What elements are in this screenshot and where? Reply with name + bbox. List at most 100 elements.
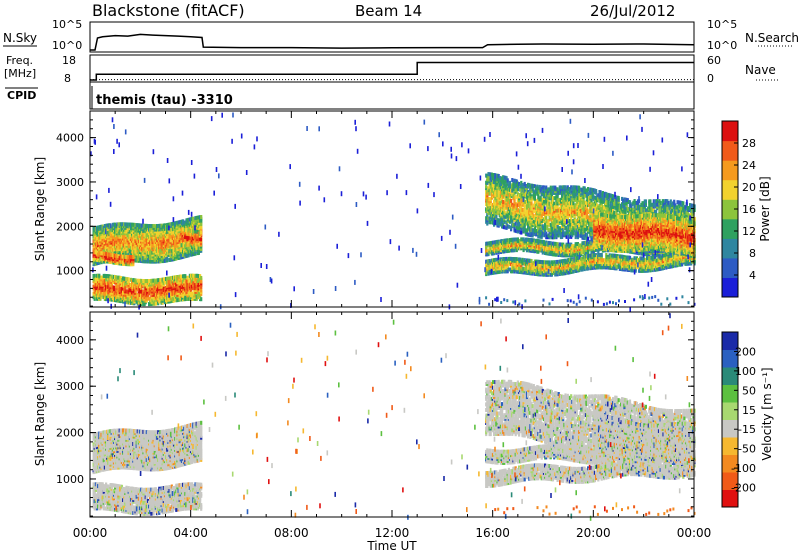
heatmap-cell: [519, 262, 522, 267]
heatmap-cell: [576, 256, 579, 260]
heatmap-cell: [145, 241, 148, 246]
heatmap-cell: [149, 252, 152, 257]
heatmap-cell: [184, 220, 187, 225]
heatmap-cell: [677, 261, 680, 266]
heatmap-cell: [506, 269, 509, 274]
heatmap-cell: [124, 222, 127, 227]
heatmap-cell: [608, 258, 611, 263]
heatmap-cell: [175, 275, 178, 280]
heatmap-cell: [527, 237, 530, 242]
heatmap-cell: [149, 296, 152, 301]
heatmap-cell: [551, 250, 555, 255]
heatmap-cell: [503, 257, 506, 261]
heatmap-cell: [124, 240, 127, 245]
heatmap-cell: [579, 243, 582, 248]
heatmap-cell: [187, 224, 190, 229]
heatmap-cell: [194, 229, 197, 234]
heatmap-cell: [520, 259, 523, 264]
heatmap-cell: [632, 261, 635, 266]
heatmap-cell: [100, 280, 103, 285]
heatmap-cell: [131, 222, 134, 227]
heatmap-cell: [545, 263, 548, 268]
heatmap-cell: [662, 251, 666, 256]
heatmap-cell: [176, 275, 179, 279]
heatmap-cell: [541, 272, 544, 277]
heatmap-cell: [513, 237, 516, 242]
heatmap-cell: [538, 239, 541, 244]
heatmap-cell: [489, 265, 492, 270]
heatmap-cell: [545, 272, 548, 277]
heatmap-cell: [570, 262, 573, 267]
heatmap-cell: [115, 275, 118, 280]
heatmap-cell: [162, 223, 165, 228]
heatmap-cell: [153, 224, 156, 229]
heatmap-cell: [587, 254, 590, 259]
heatmap-cell: [189, 226, 193, 231]
freq-label-line1: Freq.: [6, 54, 33, 67]
heatmap-cell: [184, 274, 187, 279]
heatmap-cell: [119, 293, 122, 298]
heatmap-cell: [192, 273, 195, 278]
heatmap-cell: [553, 241, 556, 246]
heatmap-cell: [541, 248, 544, 253]
heatmap-cell: [510, 267, 513, 272]
heatmap-cell: [555, 260, 558, 264]
heatmap-cell: [131, 295, 134, 300]
heatmap-cell: [154, 301, 157, 306]
heatmap-cell: [98, 246, 101, 251]
heatmap-cell: [141, 284, 144, 289]
heatmap-cell: [513, 257, 516, 262]
heatmap-cell: [102, 288, 105, 292]
heatmap-cell: [510, 256, 513, 261]
heatmap-cell: [149, 247, 152, 252]
heatmap-cell: [645, 256, 649, 261]
heatmap-cell: [570, 246, 573, 251]
heatmap-cell: [580, 250, 583, 255]
heatmap-cell: [635, 263, 638, 268]
heatmap-cell: [634, 259, 637, 264]
heatmap-cell: [184, 291, 187, 296]
heatmap-cell: [515, 257, 518, 262]
heatmap-cell: [557, 244, 560, 249]
heatmap-cell: [668, 252, 671, 257]
heatmap-cell: [159, 227, 162, 232]
heatmap-cell: [531, 238, 534, 243]
heatmap-cell: [513, 262, 516, 267]
heatmap-cell: [516, 260, 519, 265]
heatmap-cell: [664, 253, 667, 258]
heatmap-cell: [536, 238, 539, 243]
heatmap-cell: [117, 254, 120, 259]
heatmap-cell: [541, 260, 544, 265]
heatmap-cell: [131, 279, 134, 284]
heatmap-cell: [191, 216, 194, 221]
heatmap-cell: [136, 223, 139, 228]
heatmap-cell: [142, 223, 145, 228]
heatmap-cell: [114, 222, 117, 227]
heatmap-cell: [197, 282, 200, 287]
heatmap-cell: [489, 241, 492, 246]
heatmap-cell: [132, 255, 135, 260]
heatmap-cell: [124, 285, 127, 290]
heatmap-cell: [610, 262, 613, 267]
heatmap-cell: [112, 285, 116, 290]
heatmap-cell: [153, 238, 156, 243]
heatmap-cell: [590, 264, 593, 269]
heatmap-cell: [614, 262, 617, 267]
heatmap-cell: [593, 256, 596, 261]
heatmap-cell: [574, 260, 577, 265]
heatmap-cell: [103, 251, 106, 256]
frequency-panel: Freq. [MHz] 18 8 60 0 Nave: [4, 54, 780, 85]
heatmap-cell: [93, 250, 96, 255]
heatmap-cell: [197, 215, 200, 220]
heatmap-cell: [100, 224, 103, 229]
heatmap-cell: [103, 227, 106, 232]
heatmap-cell: [551, 262, 555, 266]
heatmap-cell: [519, 266, 522, 271]
nave-tick-high: 60: [707, 54, 721, 67]
heatmap-cell: [149, 279, 152, 283]
heatmap-cell: [120, 292, 123, 297]
heatmap-cell: [98, 239, 101, 244]
heatmap-cell: [103, 273, 106, 278]
heatmap-cell: [132, 222, 135, 227]
heatmap-cell: [155, 254, 159, 259]
